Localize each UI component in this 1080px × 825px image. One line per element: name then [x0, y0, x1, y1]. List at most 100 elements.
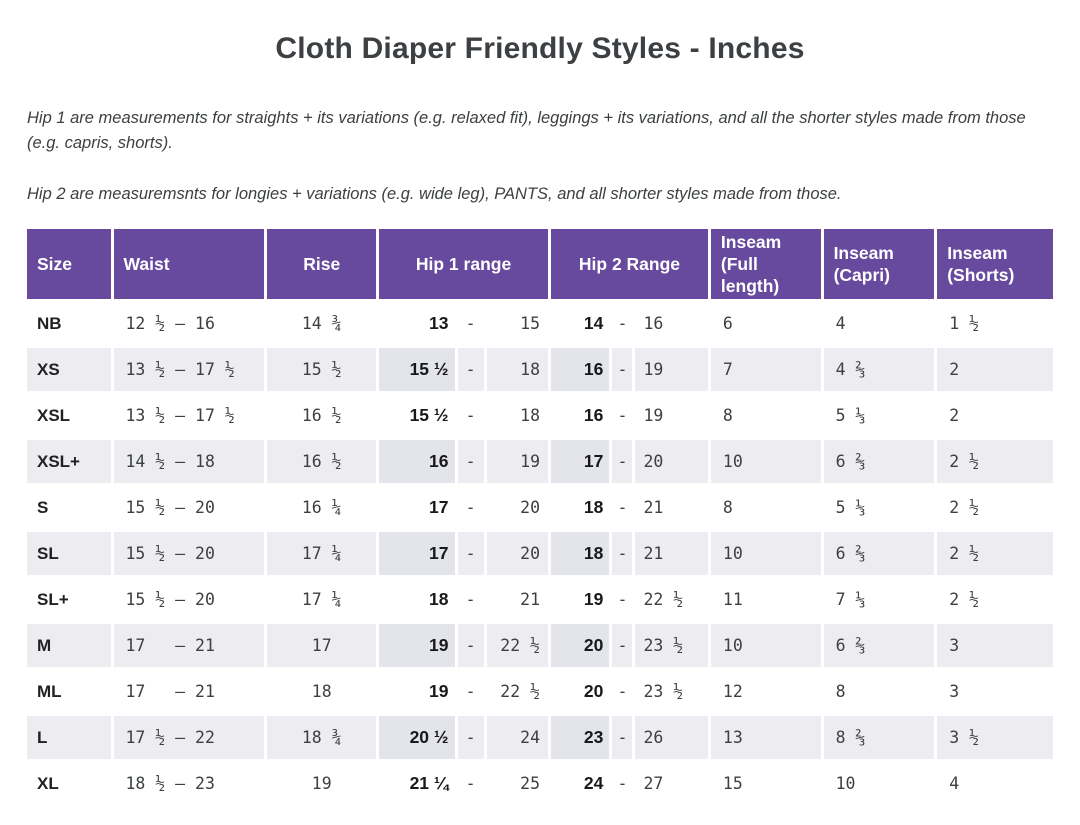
- header-hip1-range: Hip 1 range: [379, 229, 549, 300]
- inseam-full-cell: 12: [710, 670, 821, 714]
- hip1-to-cell: 18: [486, 394, 549, 438]
- hip1-from-cell: 16: [379, 440, 455, 484]
- header-waist: Waist: [113, 229, 265, 300]
- hip2-dash-cell: -: [612, 394, 633, 438]
- hip2-dash-cell: -: [612, 486, 633, 530]
- hip2-to-cell: 19: [635, 394, 708, 438]
- hip1-to-cell: 22 ½: [486, 624, 549, 668]
- waist-cell: 15 ½ – 20: [113, 578, 265, 622]
- hip2-from-cell: 14: [551, 302, 610, 346]
- inseam-capri-cell: 5 ⅓: [823, 394, 935, 438]
- table-row: XL 18 ½ – 23 19 21 ¼ -25 24-27 15 10 4: [27, 762, 1053, 806]
- inseam-shorts-cell: 1 ½: [937, 302, 1053, 346]
- inseam-full-cell: 7: [710, 348, 821, 392]
- hip2-to-cell: 22 ½: [635, 578, 708, 622]
- inseam-shorts-cell: 3: [937, 624, 1053, 668]
- hip1-dash-cell: -: [457, 578, 484, 622]
- size-cell: L: [27, 716, 111, 760]
- waist-cell: 13 ½ – 17 ½: [113, 394, 265, 438]
- waist-cell: 17 – 21: [113, 670, 265, 714]
- hip1-to-cell: 15: [486, 302, 549, 346]
- hip2-dash-cell: -: [612, 578, 633, 622]
- header-inseam-capri: Inseam (Capri): [823, 229, 935, 300]
- hip1-note: Hip 1 are measurements for straights + i…: [27, 108, 1026, 153]
- waist-cell: 12 ½ – 16: [113, 302, 265, 346]
- hip2-dash-cell: -: [612, 532, 633, 576]
- inseam-full-cell: 6: [710, 302, 821, 346]
- header-inseam-full-length: Inseam (Full length): [710, 229, 821, 300]
- hip2-dash-cell: -: [612, 670, 633, 714]
- table-row: ML 17 – 21 18 19-22 ½ 20-23 ½ 12 8 3: [27, 670, 1053, 714]
- hip2-dash-cell: -: [612, 302, 633, 346]
- hip2-from-cell: 20: [551, 624, 610, 668]
- hip2-note: Hip 2 are measuremsnts for longies + var…: [27, 184, 842, 203]
- hip1-dash-cell: -: [457, 394, 484, 438]
- header-rise: Rise: [267, 229, 377, 300]
- hip2-to-cell: 23 ½: [635, 670, 708, 714]
- header-hip2-range: Hip 2 Range: [551, 229, 708, 300]
- hip2-to-cell: 16: [635, 302, 708, 346]
- hip1-from-cell: 17: [379, 532, 455, 576]
- inseam-full-cell: 8: [710, 394, 821, 438]
- hip1-from-cell: 15 ½: [379, 348, 455, 392]
- hip2-to-cell: 21: [635, 532, 708, 576]
- inseam-shorts-cell: 2: [937, 394, 1053, 438]
- hip1-from-cell: 21 ¼: [379, 762, 455, 806]
- inseam-shorts-cell: 2 ½: [937, 578, 1053, 622]
- inseam-capri-cell: 7 ⅓: [823, 578, 935, 622]
- waist-cell: 13 ½ – 17 ½: [113, 348, 265, 392]
- hip2-to-cell: 19: [635, 348, 708, 392]
- hip2-to-cell: 27: [635, 762, 708, 806]
- inseam-full-cell: 15: [710, 762, 821, 806]
- inseam-capri-cell: 10: [823, 762, 935, 806]
- size-cell: XSL: [27, 394, 111, 438]
- rise-cell: 17: [267, 624, 377, 668]
- inseam-shorts-cell: 2: [937, 348, 1053, 392]
- header-inseam-shorts: Inseam (Shorts): [937, 229, 1053, 300]
- inseam-capri-cell: 5 ⅓: [823, 486, 935, 530]
- header-size: Size: [27, 229, 111, 300]
- hip1-from-cell: 15 ½: [379, 394, 455, 438]
- inseam-shorts-cell: 2 ½: [937, 440, 1053, 484]
- size-cell: S: [27, 486, 111, 530]
- inseam-full-cell: 11: [710, 578, 821, 622]
- hip2-to-cell: 23 ½: [635, 624, 708, 668]
- inseam-shorts-cell: 2 ½: [937, 532, 1053, 576]
- hip1-from-cell: 19: [379, 624, 455, 668]
- hip1-dash-cell: -: [457, 670, 484, 714]
- table-row: NB 12 ½ – 16 14 ¾ 13-15 14-16 6 4 1 ½: [27, 302, 1053, 346]
- hip1-to-cell: 25: [486, 762, 549, 806]
- waist-cell: 15 ½ – 20: [113, 486, 265, 530]
- hip2-from-cell: 24: [551, 762, 610, 806]
- hip1-from-cell: 19: [379, 670, 455, 714]
- inseam-capri-cell: 4: [823, 302, 935, 346]
- hip2-from-cell: 17: [551, 440, 610, 484]
- waist-cell: 17 ½ – 22: [113, 716, 265, 760]
- waist-cell: 15 ½ – 20: [113, 532, 265, 576]
- hip2-from-cell: 16: [551, 348, 610, 392]
- inseam-capri-cell: 6 ⅔: [823, 440, 935, 484]
- table-body: NB 12 ½ – 16 14 ¾ 13-15 14-16 6 4 1 ½ XS 13 ½ – 1…: [27, 302, 1053, 806]
- hip1-to-cell: 24: [486, 716, 549, 760]
- hip1-to-cell: 19: [486, 440, 549, 484]
- hip1-to-cell: 22 ½: [486, 670, 549, 714]
- hip1-dash-cell: -: [457, 716, 484, 760]
- hip1-dash-cell: -: [457, 348, 484, 392]
- inseam-shorts-cell: 4: [937, 762, 1053, 806]
- size-cell: NB: [27, 302, 111, 346]
- hip1-from-cell: 18: [379, 578, 455, 622]
- rise-cell: 15 ½: [267, 348, 377, 392]
- inseam-full-cell: 13: [710, 716, 821, 760]
- size-cell: SL+: [27, 578, 111, 622]
- inseam-full-cell: 10: [710, 532, 821, 576]
- hip1-dash-cell: -: [457, 762, 484, 806]
- rise-cell: 14 ¾: [267, 302, 377, 346]
- rise-cell: 18 ¾: [267, 716, 377, 760]
- inseam-full-cell: 10: [710, 624, 821, 668]
- hip1-from-cell: 20 ½: [379, 716, 455, 760]
- hip2-dash-cell: -: [612, 440, 633, 484]
